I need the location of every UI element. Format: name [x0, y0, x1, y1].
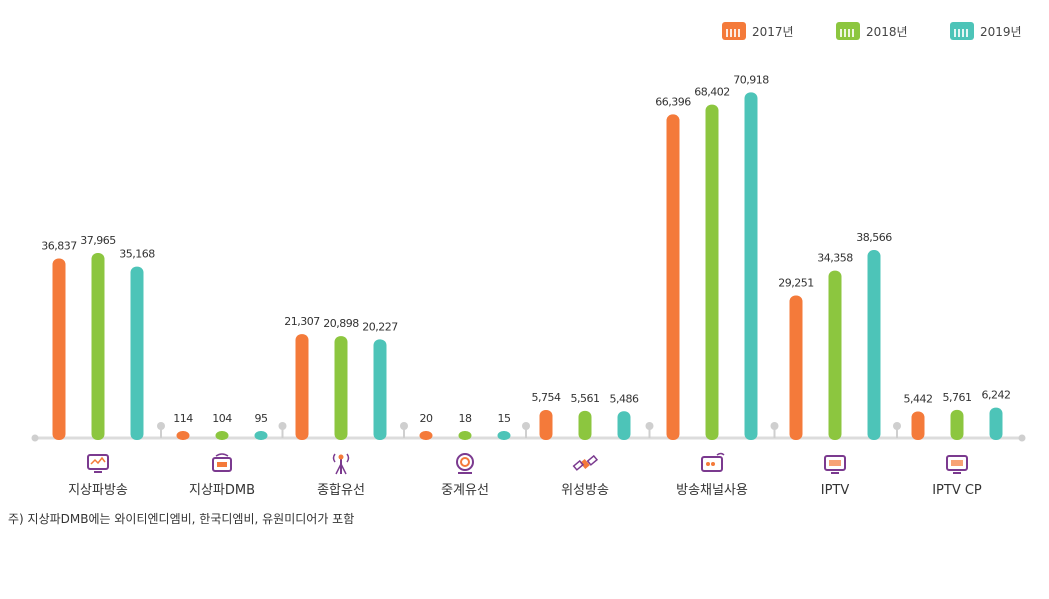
group-separator-knob — [522, 422, 530, 430]
bar — [497, 431, 511, 440]
bar — [419, 431, 433, 440]
category-label: 종합유선 — [317, 483, 365, 498]
data-label: 5,442 — [904, 392, 933, 405]
bar — [130, 266, 144, 440]
legend-label-2018: 2018년 — [866, 24, 908, 39]
data-label: 104 — [212, 412, 232, 425]
bar — [911, 411, 925, 440]
bar — [52, 258, 66, 440]
bar — [91, 252, 105, 440]
bar — [666, 114, 680, 440]
data-label: 95 — [255, 412, 268, 425]
data-label: 37,965 — [80, 234, 116, 247]
tv-icon — [87, 454, 109, 473]
data-label: 35,168 — [119, 248, 155, 261]
data-label: 29,251 — [778, 276, 814, 289]
relay-icon — [456, 453, 474, 474]
data-label: 15 — [498, 412, 511, 425]
group-separator-knob — [157, 422, 165, 430]
legend-item-2018: 2018년 — [836, 22, 908, 40]
bar — [334, 336, 348, 440]
iptv-icon — [824, 455, 846, 474]
bar — [828, 270, 842, 440]
iptv-cp-icon — [946, 455, 968, 474]
data-label: 6,242 — [982, 389, 1011, 402]
data-label: 5,561 — [571, 392, 600, 405]
data-label: 114 — [173, 412, 193, 425]
calendar-icon — [950, 22, 974, 40]
data-label: 20 — [420, 412, 433, 425]
channel-icon — [701, 452, 725, 472]
data-label: 38,566 — [856, 231, 892, 244]
group-separator-knob — [278, 422, 287, 430]
data-label: 21,307 — [284, 315, 320, 328]
category-label: 중계유선 — [441, 483, 489, 498]
bar — [539, 409, 553, 440]
antenna-icon — [332, 453, 350, 475]
legend-label-2019: 2019년 — [980, 24, 1022, 39]
group-separator-knob — [770, 422, 779, 430]
bar — [705, 104, 719, 440]
group-separator-knob — [400, 422, 408, 430]
footnote: 주) 지상파DMB에는 와이티엔디엠비, 한국디엠비, 유원미디어가 포함 — [8, 512, 355, 526]
category-label: 위성방송 — [561, 483, 609, 498]
bar — [295, 334, 309, 440]
data-label: 18 — [459, 412, 472, 425]
calendar-icon — [836, 22, 860, 40]
calendar-icon — [722, 22, 746, 40]
bar — [950, 409, 964, 440]
legend-item-2017: 2017년 — [722, 22, 794, 40]
bar — [215, 431, 229, 440]
data-label: 5,754 — [532, 391, 561, 404]
bar — [789, 295, 803, 440]
axis-end-dot — [31, 434, 39, 442]
data-label: 5,761 — [943, 391, 972, 404]
legend-item-2019: 2019년 — [950, 22, 1022, 40]
group-separator-knob — [645, 422, 654, 430]
data-label: 68,402 — [694, 86, 730, 99]
bar — [867, 250, 881, 440]
bar — [744, 92, 758, 441]
category-label: IPTV CP — [932, 483, 982, 498]
category-label: 방송채널사용 — [676, 483, 748, 498]
data-label: 5,486 — [610, 392, 639, 405]
category-label: IPTV — [821, 483, 850, 498]
satellite-icon — [572, 454, 599, 471]
dmb-icon — [212, 453, 232, 472]
data-label: 20,227 — [362, 320, 398, 333]
bar — [176, 431, 190, 440]
bar — [989, 407, 1003, 440]
data-label: 70,918 — [733, 73, 769, 86]
axis-end-dot — [1018, 434, 1026, 442]
legend-label-2017: 2017년 — [752, 24, 794, 39]
data-label: 34,358 — [817, 252, 853, 265]
data-label: 20,898 — [323, 317, 359, 330]
bar — [254, 431, 268, 440]
category-label: 지상파방송 — [68, 483, 128, 498]
group-separator-knob — [893, 422, 901, 430]
category-label: 지상파DMB — [189, 483, 255, 498]
bar — [578, 410, 592, 440]
bar — [458, 431, 472, 440]
bar — [373, 339, 387, 440]
bar — [617, 411, 631, 440]
data-label: 36,837 — [41, 239, 77, 252]
data-label: 66,396 — [655, 95, 691, 108]
